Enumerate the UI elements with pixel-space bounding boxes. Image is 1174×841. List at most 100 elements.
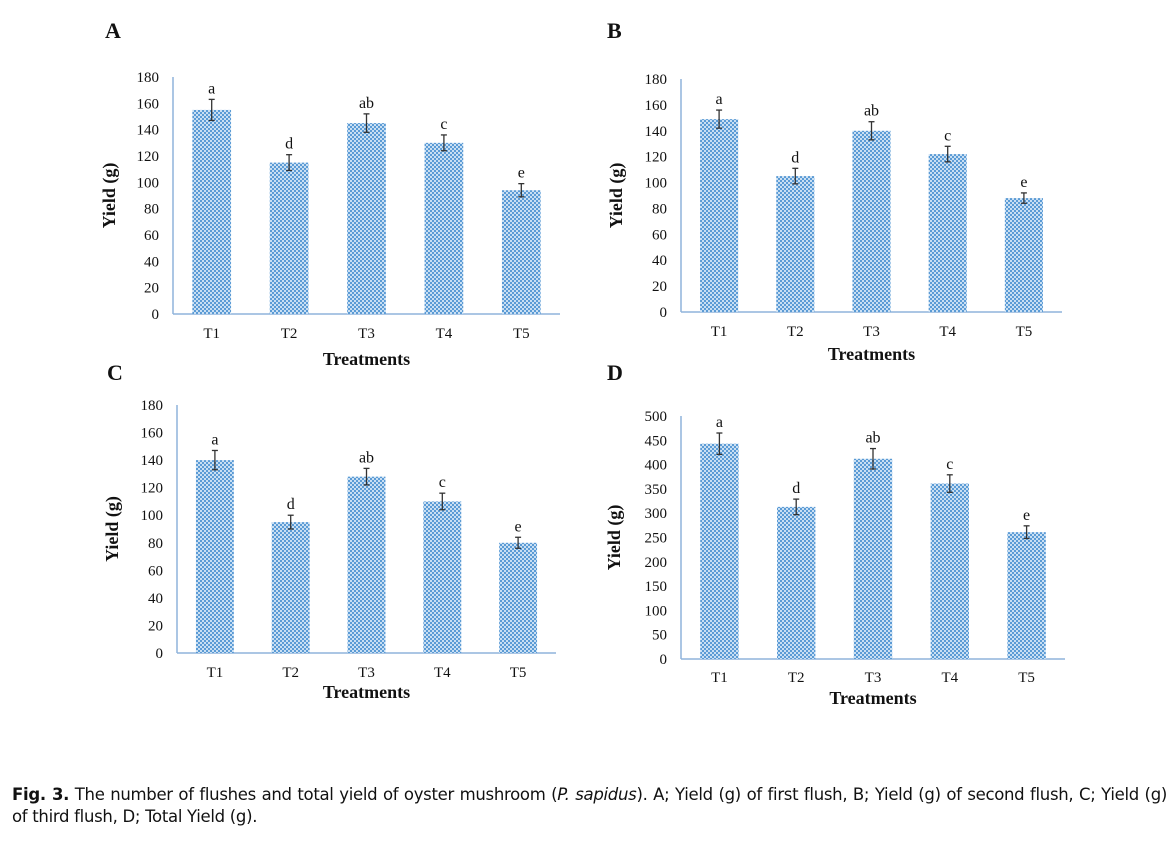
y-tick-label: 20 bbox=[144, 281, 159, 297]
bar-t1 bbox=[192, 109, 232, 315]
y-tick-label: 500 bbox=[645, 409, 668, 425]
bar-t3 bbox=[347, 476, 386, 653]
x-axis-label: Treatments bbox=[828, 344, 915, 364]
y-tick-label: 80 bbox=[144, 202, 159, 218]
x-tick-label: T5 bbox=[1018, 670, 1035, 686]
figure-caption: Fig. 3. The number of flushes and total … bbox=[12, 784, 1167, 828]
y-tick-label: 40 bbox=[148, 591, 163, 607]
y-tick-label: 60 bbox=[144, 228, 159, 244]
significance-letter: c bbox=[439, 474, 446, 491]
caption-prefix: Fig. 3. bbox=[12, 785, 70, 804]
x-tick-label: T2 bbox=[281, 326, 298, 342]
y-tick-label: 180 bbox=[141, 398, 164, 414]
y-tick-label: 450 bbox=[645, 433, 668, 449]
significance-letter: c bbox=[946, 456, 953, 473]
y-tick-label: 0 bbox=[660, 305, 668, 321]
bar-t1 bbox=[195, 460, 234, 653]
x-tick-label: T4 bbox=[939, 324, 956, 340]
y-axis-label: Yield (g) bbox=[606, 163, 627, 229]
y-tick-label: 0 bbox=[156, 646, 164, 662]
y-tick-label: 100 bbox=[645, 603, 668, 619]
panel-label: A bbox=[105, 18, 121, 43]
significance-letter: a bbox=[716, 414, 723, 431]
y-tick-label: 140 bbox=[141, 453, 164, 469]
bar-t3 bbox=[347, 123, 386, 314]
significance-letter: e bbox=[1020, 174, 1027, 191]
y-tick-label: 120 bbox=[645, 150, 668, 166]
significance-letter: e bbox=[518, 165, 525, 182]
bar-t4 bbox=[423, 501, 462, 653]
significance-letter: e bbox=[1023, 507, 1030, 524]
y-tick-label: 150 bbox=[645, 579, 668, 595]
bar-t4 bbox=[424, 142, 464, 314]
bar-t3 bbox=[852, 130, 891, 312]
significance-letter: c bbox=[440, 116, 447, 133]
x-tick-label: T4 bbox=[434, 665, 451, 681]
chart-panel-d: D 0 50 100 150 200 250 300 350 400 450 500 Yield (g)… bbox=[604, 360, 1065, 708]
caption-text-1: The number of flushes and total yield of… bbox=[69, 785, 558, 804]
y-tick-label: 0 bbox=[660, 652, 668, 668]
chart-panel-b: B 0 20 40 60 80 100 120 140 160 180 Yield (g) Treatm… bbox=[606, 18, 1062, 364]
significance-letter: e bbox=[515, 518, 522, 535]
x-tick-label: T5 bbox=[510, 665, 527, 681]
x-tick-label: T2 bbox=[788, 670, 805, 686]
x-tick-label: T4 bbox=[436, 326, 453, 342]
bar-t1 bbox=[700, 119, 739, 312]
x-tick-label: T3 bbox=[358, 326, 375, 342]
significance-letter: ab bbox=[359, 95, 374, 112]
y-tick-label: 400 bbox=[645, 458, 668, 474]
y-tick-label: 350 bbox=[645, 482, 668, 498]
bar-t2 bbox=[271, 522, 310, 653]
y-tick-label: 20 bbox=[148, 618, 163, 634]
caption-text-2: ). A; Yield (g) of first flush, B; Yield… bbox=[12, 785, 1168, 826]
y-axis-label: Yield (g) bbox=[102, 496, 123, 562]
y-tick-label: 250 bbox=[645, 531, 668, 547]
x-tick-label: T1 bbox=[711, 670, 728, 686]
figure-canvas: A 0 20 40 60 80 100 120 140 160 180 Yield (g) Treatm… bbox=[99, 18, 1065, 708]
chart-panel-c: C 0 20 40 60 80 100 120 140 160 180 Yield (g) Treatm… bbox=[102, 360, 556, 702]
y-tick-label: 180 bbox=[645, 72, 668, 88]
bar-t2 bbox=[776, 176, 815, 312]
x-tick-label: T2 bbox=[787, 324, 804, 340]
caption-species: P. sapidus bbox=[557, 785, 637, 804]
y-tick-label: 180 bbox=[137, 70, 160, 86]
panel-label: B bbox=[607, 18, 622, 43]
y-tick-label: 160 bbox=[141, 426, 164, 442]
x-tick-label: T3 bbox=[358, 665, 375, 681]
y-tick-label: 300 bbox=[645, 506, 668, 522]
x-axis-label: Treatments bbox=[323, 682, 410, 702]
significance-letter: ab bbox=[865, 430, 880, 447]
bar-t5 bbox=[501, 190, 541, 314]
y-tick-label: 120 bbox=[137, 149, 160, 165]
x-tick-label: T5 bbox=[513, 326, 530, 342]
panel-label: C bbox=[107, 360, 123, 385]
y-tick-label: 200 bbox=[645, 555, 668, 571]
x-tick-label: T2 bbox=[282, 665, 299, 681]
significance-letter: ab bbox=[359, 449, 374, 466]
y-tick-label: 20 bbox=[652, 279, 667, 295]
significance-letter: a bbox=[211, 431, 218, 448]
y-tick-label: 50 bbox=[652, 628, 667, 644]
x-tick-label: T5 bbox=[1016, 324, 1033, 340]
y-tick-label: 160 bbox=[137, 96, 160, 112]
x-tick-label: T3 bbox=[863, 324, 880, 340]
bar-t4 bbox=[930, 483, 969, 659]
y-tick-label: 40 bbox=[652, 253, 667, 269]
y-tick-label: 40 bbox=[144, 254, 159, 270]
significance-letter: ab bbox=[864, 103, 879, 120]
significance-letter: c bbox=[944, 127, 951, 144]
significance-letter: d bbox=[287, 496, 295, 513]
y-tick-label: 60 bbox=[148, 563, 163, 579]
y-tick-label: 160 bbox=[645, 98, 668, 114]
x-tick-label: T4 bbox=[941, 670, 958, 686]
y-axis-label: Yield (g) bbox=[99, 163, 120, 229]
x-tick-label: T1 bbox=[711, 324, 728, 340]
y-tick-label: 80 bbox=[652, 201, 667, 217]
x-axis-label: Treatments bbox=[829, 688, 916, 708]
bar-t4 bbox=[928, 154, 967, 312]
y-tick-label: 120 bbox=[141, 481, 164, 497]
y-tick-label: 140 bbox=[137, 123, 160, 139]
panel-label: D bbox=[607, 360, 623, 385]
x-tick-label: T3 bbox=[865, 670, 882, 686]
y-tick-label: 60 bbox=[652, 227, 667, 243]
